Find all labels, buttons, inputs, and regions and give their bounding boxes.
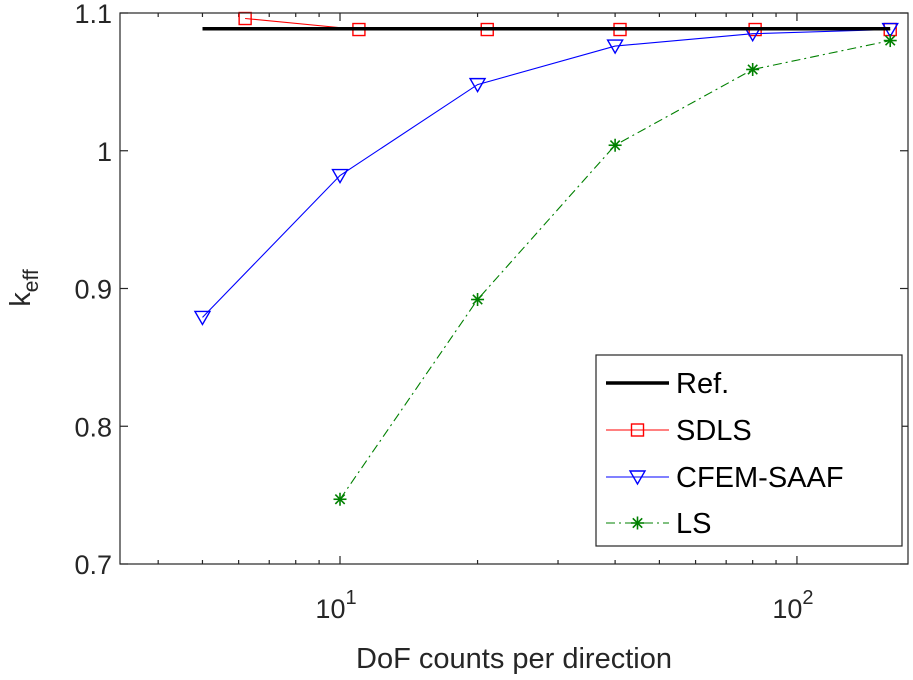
plot-frame	[119, 12, 909, 565]
data-point-cfem-saaf	[468, 77, 487, 94]
y-tick-label: 0.9	[74, 275, 112, 305]
data-point-cfem-saaf	[606, 39, 624, 55]
legend-swatch-marker	[630, 423, 645, 437]
legend-item-ls: LS	[606, 508, 711, 540]
y-tick-label: 1.1	[74, 0, 112, 29]
legend-item-sdls: SDLS	[606, 415, 752, 447]
x-axis-label: DoF counts per direction	[356, 643, 672, 675]
legend-label: CFEM-SAAF	[676, 462, 844, 494]
y-axis-label: keff	[5, 269, 43, 307]
tick-labels: 0.7 0.8 0.9 1 1.1 101 102	[74, 0, 813, 624]
series-line-ls	[339, 40, 891, 500]
data-point-cfem-saaf	[331, 168, 349, 184]
series-line-cfem-saaf	[202, 28, 891, 318]
legend: Ref. SDLS CFEM-SAAF LS	[595, 354, 903, 547]
legend-label: SDLS	[676, 415, 752, 447]
series-cfem-saaf	[193, 22, 899, 326]
y-axis-label-sub: eff	[20, 269, 43, 292]
series-ls	[333, 34, 897, 506]
data-point-ls	[746, 62, 760, 76]
legend-item-cfem-saaf: CFEM-SAAF	[606, 462, 844, 494]
data-point-ls	[608, 138, 622, 152]
x-tick-label: 101	[315, 587, 356, 624]
legend-item-ref: Ref.	[606, 368, 729, 400]
legend-label: LS	[676, 508, 711, 540]
y-axis-label-base: k	[5, 292, 37, 307]
data-point-cfem-saaf	[193, 310, 212, 326]
legend-box	[595, 354, 903, 547]
x-tick-label: 102	[772, 587, 813, 624]
data-point-ls	[471, 293, 485, 307]
y-tick-label: 0.8	[74, 412, 112, 442]
y-tick-label: 1	[97, 137, 112, 167]
y-tick-label: 0.7	[74, 550, 112, 580]
legend-swatch-marker	[631, 516, 644, 530]
legend-label: Ref.	[676, 368, 729, 400]
series-layer	[193, 11, 899, 506]
legend-swatch-marker	[628, 470, 647, 486]
data-point-ls	[333, 492, 347, 506]
data-point-ls	[883, 34, 897, 48]
